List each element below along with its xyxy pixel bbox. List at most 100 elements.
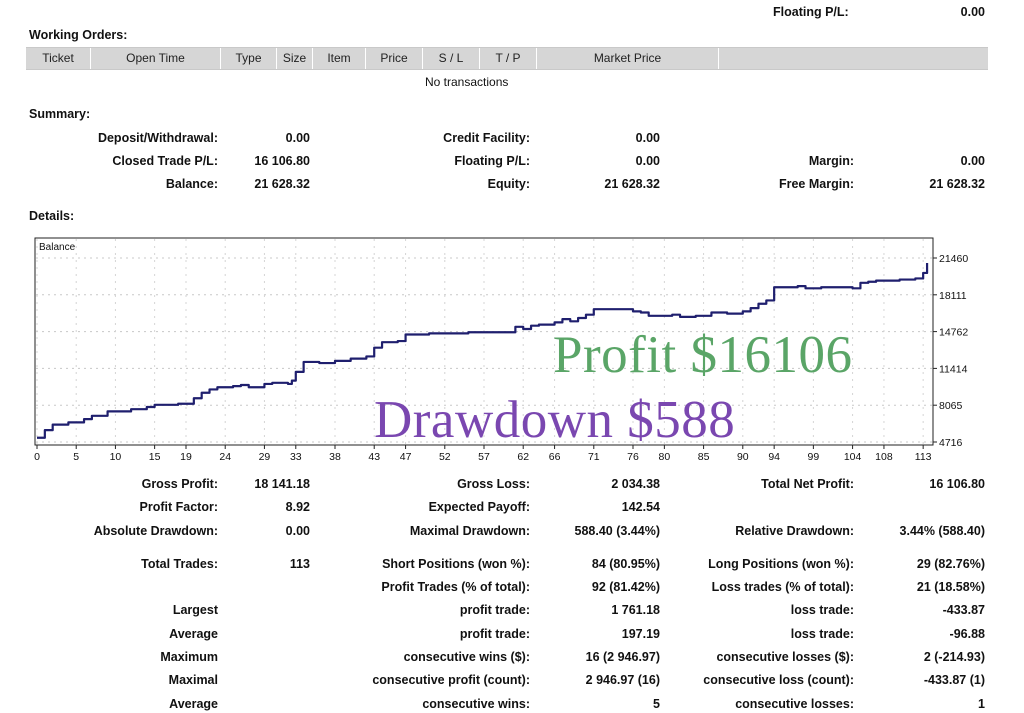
average-profit-label: profit trade: <box>459 627 530 641</box>
x-tick-label: 62 <box>517 451 529 463</box>
deposit-value: 0.00 <box>285 131 310 145</box>
header-floating-value: 0.00 <box>960 5 985 19</box>
total-net-label: Total Net Profit: <box>761 477 854 491</box>
deposit-label: Deposit/Withdrawal: <box>97 131 218 145</box>
closed-pl-label: Closed Trade P/L: <box>112 154 218 168</box>
avg-wins-label: consecutive wins: <box>422 697 530 711</box>
summary-title: Summary: <box>29 107 91 121</box>
y-tick-label: 11414 <box>939 363 968 375</box>
chart-frame <box>34 237 934 446</box>
x-tick-label: 5 <box>73 451 79 463</box>
col-type[interactable]: Type <box>221 48 277 69</box>
drawdown-overlay-text: Drawdown $588 <box>374 391 736 449</box>
header-floating-label: Floating P/L: <box>773 5 849 19</box>
y-tick-label: 18111 <box>939 290 967 302</box>
y-tick-label: 4716 <box>939 437 963 449</box>
short-positions-label: Short Positions (won %): <box>382 557 530 571</box>
profit-trades-value: 92 (81.42%) <box>591 580 660 594</box>
maximal-label: Maximal <box>168 673 218 687</box>
x-tick-label: 10 <box>110 451 122 463</box>
profit-factor-value: 8.92 <box>285 500 310 514</box>
max-wins-label: consecutive wins ($): <box>403 650 530 664</box>
total-trades-value: 113 <box>289 557 310 571</box>
long-positions-value: 29 (82.76%) <box>916 557 985 571</box>
col-tp[interactable]: T / P <box>480 48 537 69</box>
avg-wins-value: 5 <box>653 697 660 711</box>
largest-label: Largest <box>172 603 218 617</box>
max-losses-label: consecutive losses ($): <box>716 650 854 664</box>
total-trades-label: Total Trades: <box>141 557 218 571</box>
margin-label: Margin: <box>808 154 854 168</box>
free-margin-label: Free Margin: <box>778 177 854 191</box>
col-sl[interactable]: S / L <box>423 48 480 69</box>
x-tick-label: 66 <box>549 451 561 463</box>
equity-value: 21 628.32 <box>604 177 660 191</box>
x-tick-label: 85 <box>698 451 710 463</box>
working-orders-title: Working Orders: <box>29 28 128 42</box>
x-tick-label: 99 <box>808 451 820 463</box>
short-positions-value: 84 (80.95%) <box>591 557 660 571</box>
col-price[interactable]: Price <box>366 48 423 69</box>
x-tick-label: 33 <box>290 451 302 463</box>
details-title: Details: <box>29 209 75 223</box>
col-size[interactable]: Size <box>277 48 313 69</box>
average-loss-value: -96.88 <box>949 627 985 641</box>
col-open-time[interactable]: Open Time <box>91 48 221 69</box>
maximal-drawdown-label: Maximal Drawdown: <box>409 524 530 538</box>
col-item[interactable]: Item <box>313 48 366 69</box>
profit-factor-label: Profit Factor: <box>139 500 218 514</box>
x-tick-label: 15 <box>149 451 161 463</box>
largest-profit-label: profit trade: <box>459 603 530 617</box>
largest-loss-label: loss trade: <box>790 603 854 617</box>
x-tick-label: 47 <box>400 451 412 463</box>
x-tick-label: 113 <box>915 451 932 463</box>
long-positions-label: Long Positions (won %): <box>708 557 854 571</box>
x-tick-label: 52 <box>439 451 451 463</box>
x-tick-label: 76 <box>627 451 639 463</box>
max-losses-value: 2 (-214.93) <box>923 650 985 664</box>
gross-profit-value: 18 141.18 <box>254 477 310 491</box>
absolute-drawdown-value: 0.00 <box>285 524 310 538</box>
col-ticket[interactable]: Ticket <box>26 48 91 69</box>
profit-trades-label: Profit Trades (% of total): <box>381 580 530 594</box>
relative-drawdown-value: 3.44% (588.40) <box>899 524 985 538</box>
expected-payoff-value: 142.54 <box>621 500 660 514</box>
x-tick-label: 43 <box>368 451 380 463</box>
maximal-loss-label: consecutive loss (count): <box>703 673 854 687</box>
relative-drawdown-label: Relative Drawdown: <box>735 524 854 538</box>
x-tick-label: 38 <box>329 451 341 463</box>
x-tick-label: 108 <box>875 451 893 463</box>
credit-value: 0.00 <box>635 131 660 145</box>
x-tick-label: 104 <box>844 451 862 463</box>
max-wins-value: 16 (2 946.97) <box>585 650 660 664</box>
x-tick-label: 80 <box>659 451 671 463</box>
x-tick-label: 19 <box>180 451 192 463</box>
x-tick-label: 94 <box>768 451 780 463</box>
maximal-drawdown-value: 588.40 (3.44%) <box>574 524 660 538</box>
average-consecutive-label: Average <box>169 697 218 711</box>
x-tick-label: 57 <box>478 451 490 463</box>
balance-series-line <box>37 263 929 439</box>
largest-profit-value: 1 761.18 <box>611 603 660 617</box>
gross-profit-label: Gross Profit: <box>141 477 218 491</box>
average-loss-label: loss trade: <box>790 627 854 641</box>
balance-label: Balance: <box>165 177 218 191</box>
expected-payoff-label: Expected Payoff: <box>428 500 530 514</box>
y-tick-label: 14762 <box>939 327 968 339</box>
balance-value: 21 628.32 <box>254 177 310 191</box>
summary-floating-value: 0.00 <box>635 154 660 168</box>
absolute-drawdown-label: Absolute Drawdown: <box>93 524 218 538</box>
col-market-price[interactable]: Market Price <box>537 48 719 69</box>
free-margin-value: 21 628.32 <box>929 177 985 191</box>
gross-loss-value: 2 034.38 <box>611 477 660 491</box>
gross-loss-label: Gross Loss: <box>457 477 530 491</box>
working-orders-table-header: Ticket Open Time Type Size Item Price S … <box>26 47 988 70</box>
loss-trades-value: 21 (18.58%) <box>916 580 985 594</box>
average-profit-value: 197.19 <box>621 627 660 641</box>
x-tick-label: 90 <box>737 451 749 463</box>
x-tick-label: 24 <box>219 451 231 463</box>
average-label: Average <box>169 627 218 641</box>
closed-pl-value: 16 106.80 <box>254 154 310 168</box>
summary-floating-label: Floating P/L: <box>454 154 530 168</box>
total-net-value: 16 106.80 <box>929 477 985 491</box>
